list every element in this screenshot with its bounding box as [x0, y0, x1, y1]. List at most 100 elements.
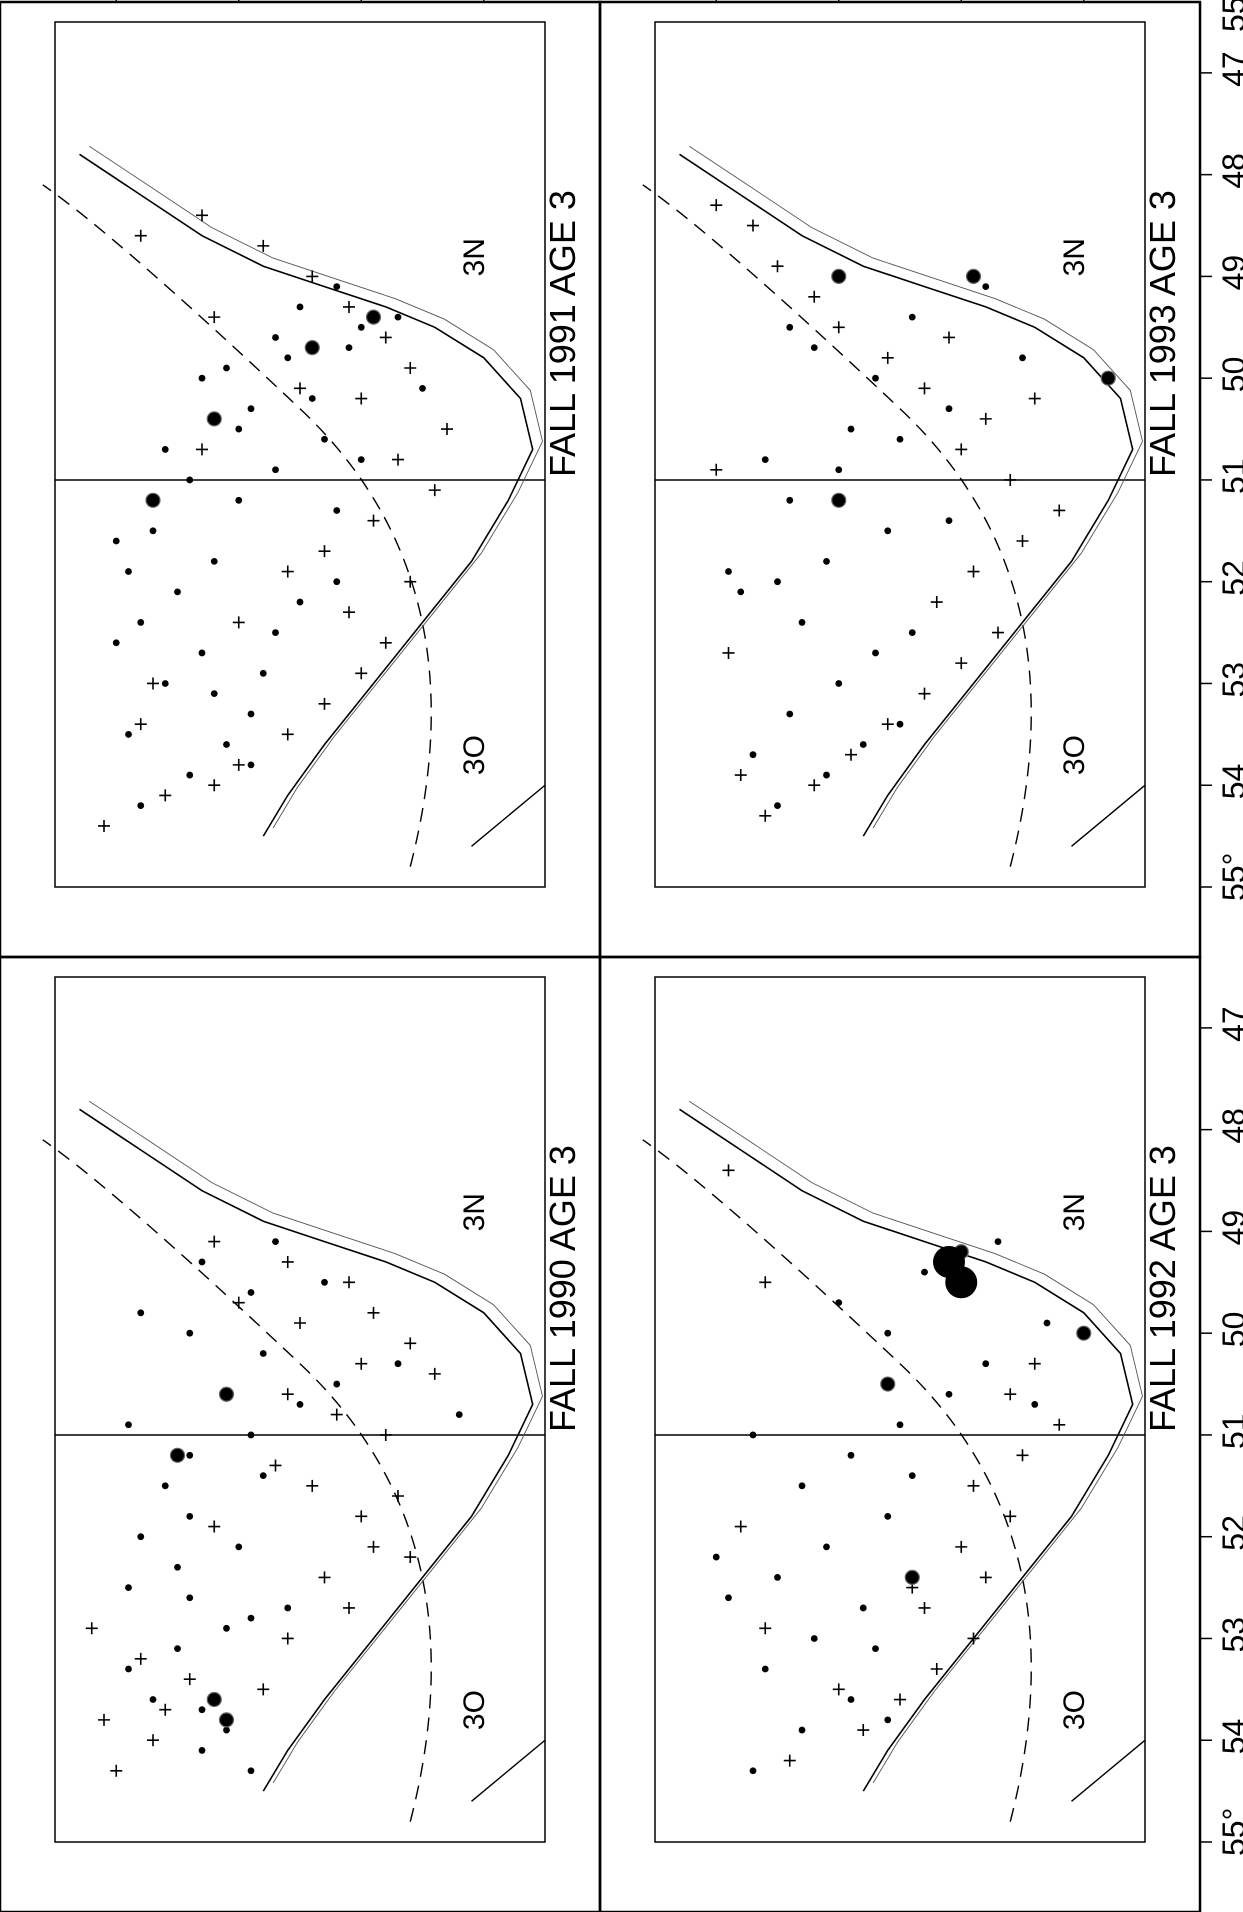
catch-circle-medium	[365, 309, 382, 325]
zero-catch-cross	[281, 1255, 294, 1268]
longitude-tick-label: 49	[1216, 1210, 1243, 1246]
panel-title: FALL 1993 AGE 3	[1142, 190, 1183, 477]
longitude-tick-label: 51	[1216, 458, 1243, 494]
zero-catch-cross	[918, 687, 931, 700]
zero-catch-cross	[808, 290, 821, 303]
division-label-3n: 3N	[1058, 1193, 1091, 1231]
zero-catch-cross	[208, 311, 221, 324]
catch-dot	[945, 1390, 953, 1398]
division-corner-line	[1071, 1739, 1146, 1802]
zero-catch-cross	[343, 1276, 355, 1289]
zero-catch-cross	[318, 1571, 331, 1584]
catch-dot	[823, 557, 830, 565]
zero-catch-cross	[343, 300, 355, 313]
catch-dot	[259, 1472, 267, 1480]
longitude-tick-label: 47	[1216, 1006, 1243, 1042]
catch-dot	[296, 1401, 304, 1408]
catch-dot	[945, 517, 953, 525]
catch-dot	[333, 1380, 341, 1388]
zero-catch-cross	[208, 779, 221, 792]
zero-catch-cross	[367, 514, 380, 527]
catch-dot	[908, 1472, 916, 1480]
catch-dot	[774, 802, 781, 809]
zero-catch-cross	[404, 1551, 417, 1564]
catch-dot	[859, 1604, 867, 1612]
zero-catch-cross	[355, 1357, 368, 1370]
catch-dot	[823, 771, 830, 779]
division-label-3o: 3O	[458, 735, 491, 775]
zero-catch-cross	[404, 575, 417, 588]
longitude-tick-label: 54	[1216, 1719, 1243, 1755]
zero-catch-cross	[710, 463, 723, 476]
catch-dot	[847, 1451, 855, 1459]
catch-dot	[186, 1512, 194, 1520]
zero-catch-cross	[232, 1296, 245, 1309]
zero-catch-cross	[881, 718, 894, 731]
catch-dot	[210, 690, 218, 698]
division-label-3o: 3O	[458, 1690, 491, 1730]
catch-dot	[125, 730, 132, 738]
catch-dot	[798, 619, 806, 626]
zero-catch-cross	[257, 239, 270, 252]
catch-dot	[186, 1329, 194, 1337]
zero-catch-cross	[294, 382, 306, 395]
zero-catch-cross	[85, 1622, 98, 1635]
catch-dot	[137, 1533, 145, 1541]
zero-catch-cross	[159, 1703, 172, 1716]
zero-catch-cross	[1028, 1357, 1041, 1370]
zero-catch-cross	[759, 1276, 772, 1289]
catch-dot	[321, 1278, 328, 1286]
zero-catch-cross	[281, 565, 294, 578]
zero-catch-cross	[967, 565, 980, 578]
zero-catch-cross	[159, 789, 172, 802]
panel-fall-1990: FALL 1990 AGE 3 3O 3N	[0, 955, 602, 1912]
longitude-tick-label: 50	[1216, 1312, 1243, 1348]
catch-dot	[198, 374, 206, 382]
catch-dot	[884, 1512, 892, 1520]
catch-dot	[296, 598, 304, 606]
catch-dot	[125, 1584, 132, 1591]
catch-dot	[798, 1482, 806, 1490]
zero-catch-cross	[1004, 1388, 1017, 1401]
map-frame	[54, 21, 546, 888]
catch-dot	[186, 476, 194, 484]
catch-dot	[847, 425, 855, 433]
longitude-tick-label: 47	[1216, 51, 1243, 87]
zero-catch-cross	[392, 1490, 404, 1502]
catch-dot	[137, 1309, 145, 1317]
catch-dot	[247, 761, 255, 769]
division-label-3n: 3N	[458, 1193, 491, 1231]
zero-catch-cross	[1053, 1418, 1066, 1431]
catch-dot	[982, 1360, 990, 1368]
catch-dot	[823, 1543, 830, 1551]
zero-catch-cross	[955, 443, 968, 456]
bank-outline-inner	[89, 1100, 543, 1784]
division-corner-line	[471, 784, 546, 847]
catch-dot	[896, 435, 904, 443]
longitude-tick-label: 53	[1216, 662, 1243, 698]
catch-dot	[725, 1594, 732, 1602]
catch-dot	[149, 527, 157, 535]
catch-dot	[872, 649, 879, 657]
catch-dot	[982, 283, 990, 290]
catch-dot	[908, 313, 916, 321]
catch-dot	[749, 1767, 757, 1775]
catch-dot	[161, 446, 169, 453]
catch-circle-large	[933, 1245, 965, 1278]
panel-fall-1991: FALL 1991 AGE 3 3O 3N	[0, 0, 602, 959]
catch-dot	[174, 1645, 181, 1653]
catch-dot	[786, 496, 794, 504]
zero-catch-cross	[281, 728, 294, 741]
catch-dot	[921, 1268, 928, 1276]
catch-circle-medium	[831, 492, 847, 508]
catch-dot	[994, 1238, 1002, 1245]
bank-outline-inner	[689, 1100, 1143, 1784]
catch-dot	[125, 568, 132, 575]
zero-catch-cross	[232, 616, 245, 629]
zero-catch-cross	[1053, 504, 1066, 517]
catch-dot	[198, 649, 206, 657]
zero-catch-cross	[404, 1337, 417, 1350]
zero-catch-cross	[808, 779, 821, 792]
